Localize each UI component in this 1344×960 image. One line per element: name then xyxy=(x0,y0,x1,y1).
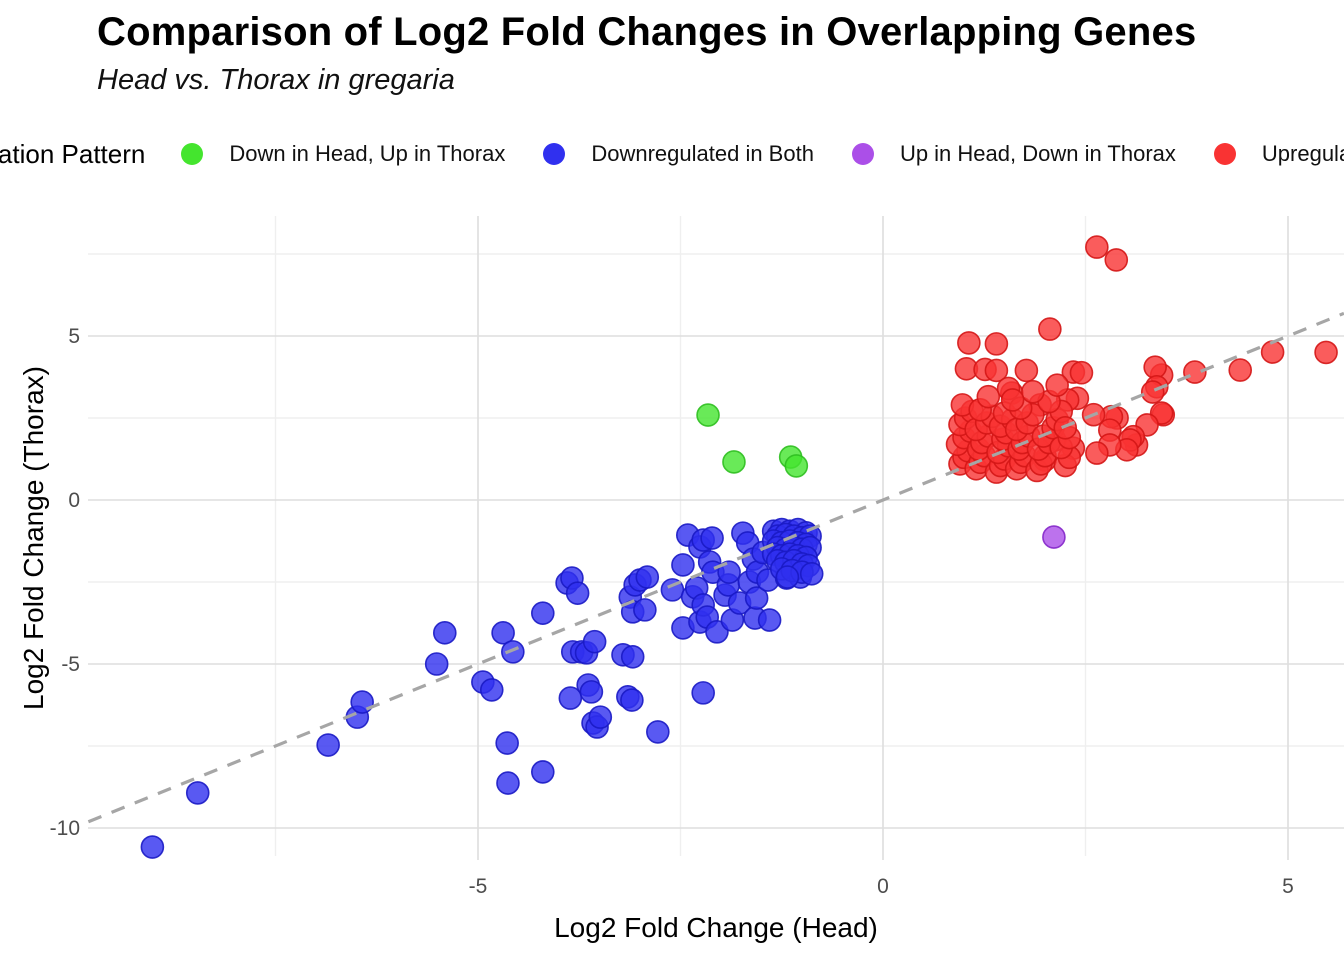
legend-item-downregulated-both: Downregulated in Both xyxy=(543,141,814,167)
legend-dot-blue-icon xyxy=(543,143,566,165)
data-point xyxy=(558,686,583,710)
data-point xyxy=(491,621,515,645)
data-point xyxy=(530,760,555,784)
legend-dot-green-icon xyxy=(181,143,204,165)
x-tick-label: 0 xyxy=(877,875,889,898)
data-point xyxy=(565,581,590,605)
data-point xyxy=(635,565,660,589)
data-point xyxy=(479,678,504,702)
data-point xyxy=(633,598,657,622)
data-point xyxy=(1000,388,1025,412)
data-point xyxy=(1085,235,1109,259)
data-point xyxy=(316,733,340,757)
data-point xyxy=(1014,358,1039,383)
data-point xyxy=(350,690,374,714)
y-tick-label: -10 xyxy=(50,817,80,840)
identity-reference-line xyxy=(87,311,1344,824)
legend-label: Downregulated in Both xyxy=(591,141,814,166)
data-point xyxy=(984,358,1009,383)
data-point xyxy=(1021,379,1045,404)
chart-title: Comparison of Log2 Fold Changes in Overl… xyxy=(97,10,1197,54)
data-point xyxy=(976,384,1001,409)
legend-label: Upregulated in Both xyxy=(1261,141,1344,166)
data-point xyxy=(1069,360,1094,385)
data-point xyxy=(757,608,782,632)
data-point xyxy=(957,331,981,355)
y-tick-label: 0 xyxy=(68,489,80,512)
y-tick-label: -5 xyxy=(61,653,80,676)
data-point xyxy=(1104,248,1129,272)
data-point xyxy=(696,403,720,427)
data-point xyxy=(700,526,724,550)
data-point xyxy=(496,771,520,795)
data-point xyxy=(1314,340,1338,365)
data-point xyxy=(1260,340,1285,364)
data-point xyxy=(1045,373,1069,398)
data-point xyxy=(1038,317,1062,341)
data-point xyxy=(784,454,809,478)
data-point xyxy=(1140,380,1165,404)
y-tick-label: 5 xyxy=(68,325,80,348)
data-point xyxy=(501,640,525,664)
data-point xyxy=(140,835,165,859)
data-point xyxy=(646,720,670,744)
legend-item-upregulated-both: Upregulated in Both xyxy=(1213,141,1344,167)
legend-label: Down in Head, Up in Thorax xyxy=(229,141,506,166)
data-point xyxy=(579,680,604,704)
data-point xyxy=(984,332,1009,356)
data-point xyxy=(432,621,457,645)
legend-dot-purple-icon xyxy=(851,143,874,165)
data-point xyxy=(717,560,741,584)
data-point xyxy=(775,565,800,589)
x-tick-label: -5 xyxy=(469,875,488,898)
chart-subtitle: Head vs. Thorax in gregaria xyxy=(97,64,455,96)
data-point xyxy=(530,601,555,625)
data-point xyxy=(799,561,824,586)
legend: Regulation Pattern Down in Head, Up in T… xyxy=(0,132,1344,176)
data-point xyxy=(185,781,210,805)
data-point xyxy=(620,688,644,712)
data-point xyxy=(744,586,769,610)
x-tick-label: 5 xyxy=(1282,875,1294,898)
data-point xyxy=(691,681,715,705)
legend-title: Regulation Pattern xyxy=(0,138,146,169)
data-point xyxy=(424,652,449,676)
legend-label: Up in Head, Down in Thorax xyxy=(899,141,1176,166)
y-axis-title: Log2 Fold Change (Thorax) xyxy=(18,366,49,710)
legend-dot-red-icon xyxy=(1213,143,1236,165)
data-point xyxy=(1085,441,1109,465)
x-axis-title: Log2 Fold Change (Head) xyxy=(554,912,878,943)
data-point xyxy=(1228,358,1253,382)
legend-item-down-head-up-thorax: Down in Head, Up in Thorax xyxy=(181,141,505,167)
data-point xyxy=(495,731,519,755)
data-point xyxy=(588,705,613,729)
data-point xyxy=(671,553,695,577)
data-point xyxy=(582,629,607,654)
data-point xyxy=(1143,355,1167,379)
data-point xyxy=(722,450,746,474)
data-point xyxy=(620,644,645,669)
legend-item-up-head-down-thorax: Up in Head, Down in Thorax xyxy=(851,141,1176,167)
data-point xyxy=(1042,525,1066,549)
